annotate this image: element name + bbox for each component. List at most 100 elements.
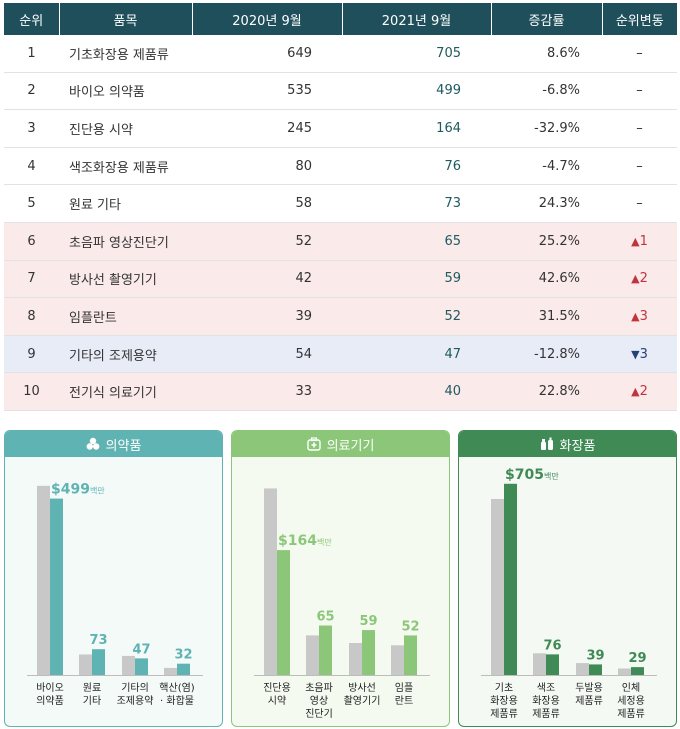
- rank-move-cell: –: [602, 72, 677, 111]
- bar-2020: [164, 667, 177, 675]
- rank-cell: 10: [4, 372, 59, 411]
- pharma-panel-header: 의약품: [5, 431, 222, 457]
- category-label: 진단기: [305, 708, 333, 720]
- rank-move-value: 3: [639, 308, 648, 324]
- bar-2021: [404, 635, 417, 675]
- value-2020-cell: 33: [192, 372, 342, 411]
- rank-cell: 1: [4, 35, 59, 73]
- category-label: 핵산(염): [159, 682, 195, 694]
- header-item: 품목: [59, 3, 193, 35]
- change-cell: -4.7%: [491, 147, 602, 186]
- bar-2020: [37, 485, 50, 675]
- bar-2021: [92, 649, 105, 675]
- item-cell: 기타의 조제용약: [59, 335, 192, 374]
- rank-move-value: –: [636, 83, 643, 99]
- bar-2020: [122, 655, 135, 675]
- cosmetics-bottle-icon: [540, 437, 553, 450]
- data-label: 52: [401, 619, 419, 634]
- bar-2021: [631, 667, 644, 675]
- category-label: 세정용: [617, 695, 645, 707]
- item-cell: 바이오 의약품: [59, 72, 192, 111]
- unit-label: 백만: [544, 471, 559, 481]
- category-label: 기타의: [121, 682, 149, 694]
- rank-cell: 8: [4, 297, 59, 336]
- bar-2021: [504, 483, 517, 675]
- header-rank: 순위: [4, 3, 60, 35]
- cosmetics-chart: $705백만기초화장용제품류76색조화장용제품류39두발용제품류29인체세정용제…: [481, 467, 657, 720]
- value-2020-cell: 52: [192, 222, 342, 261]
- rank-cell: 4: [4, 147, 59, 186]
- value-2021-cell: 40: [342, 372, 491, 411]
- unit-label: 백만: [317, 537, 332, 547]
- category-label: 시약: [268, 695, 286, 707]
- rank-move-cell: ▲1: [602, 222, 677, 261]
- rank-move-cell: –: [602, 184, 677, 223]
- triangle-up-icon: ▲: [631, 385, 640, 399]
- category-label: 화장용: [490, 695, 518, 707]
- rank-move-value: –: [636, 158, 643, 174]
- bar-2021: [177, 663, 190, 675]
- table-row: 7 방사선 촬영기기 42 59 42.6% ▲2: [4, 260, 677, 299]
- table-row: 10 전기식 의료기기 33 40 22.8% ▲2: [4, 372, 677, 411]
- change-cell: -32.9%: [491, 109, 602, 148]
- data-label: 65: [316, 610, 334, 625]
- change-cell: 22.8%: [491, 372, 602, 411]
- triangle-down-icon: ▼: [631, 347, 640, 361]
- category-label: 초음파: [305, 682, 333, 694]
- value-2021-cell: 65: [342, 222, 491, 261]
- rank-move-value: 2: [639, 384, 648, 400]
- medical-device-panel: 의료기기 $164백만 진단용 시약 65 초음파 영상 진단기 59 방사선 촬영기기 52 임플 란…: [231, 430, 450, 727]
- data-label: 59: [359, 614, 377, 629]
- value-2020-cell: 245: [192, 109, 342, 148]
- category-label: 제품류: [490, 708, 518, 720]
- change-cell: -6.8%: [491, 72, 602, 111]
- category-label: 색조: [537, 682, 555, 694]
- pharma-panel: 의약품 $499백만 바이오 의약품 73 원료 기타 47 기타의 조제용약 32 핵산(염) · …: [4, 430, 223, 727]
- cosmetics-panel-header: 화장품: [459, 431, 676, 457]
- data-label: $499백만: [51, 482, 105, 498]
- value-2020-cell: 80: [192, 147, 342, 186]
- category-label: 기초: [495, 682, 513, 694]
- category-label: 기타: [83, 695, 101, 707]
- data-label: 47: [132, 642, 150, 657]
- cosmetics-panel: 화장품 $705백만 기초 화장용 제품류 76 색조 화장용 제품류 39 두발용 제품류 29 인체…: [458, 430, 677, 727]
- rank-move-value: –: [636, 45, 643, 61]
- value-2020-cell: 54: [192, 335, 342, 374]
- bar-2020: [79, 654, 92, 675]
- table-row: 3 진단용 시약 245 164 -32.9% –: [4, 109, 677, 148]
- rank-cell: 9: [4, 335, 59, 374]
- data-label: 29: [628, 651, 646, 666]
- item-cell: 초음파 영상진단기: [59, 222, 192, 261]
- bar-2020: [391, 645, 404, 675]
- value-2021-cell: 47: [342, 335, 491, 374]
- category-label: 제품류: [575, 695, 603, 707]
- table-row: 2 바이오 의약품 535 499 -6.8% –: [4, 72, 677, 111]
- table-row: 6 초음파 영상진단기 52 65 25.2% ▲1: [4, 222, 677, 261]
- change-cell: 42.6%: [491, 260, 602, 299]
- category-label: 촬영기기: [344, 695, 381, 707]
- rank-cell: 6: [4, 222, 59, 261]
- category-label: 바이오: [36, 682, 64, 694]
- value-2021-cell: 52: [342, 297, 491, 336]
- category-label: 의약품: [36, 695, 64, 707]
- medical-device-panel-header: 의료기기: [232, 431, 449, 457]
- item-cell: 원료 기타: [59, 184, 192, 223]
- bar-2020: [264, 488, 277, 675]
- table-row: 8 임플란트 39 52 31.5% ▲3: [4, 297, 677, 336]
- category-label: 두발용: [575, 682, 603, 694]
- rank-move-cell: –: [602, 147, 677, 186]
- category-label: 원료: [83, 682, 101, 694]
- table-row: 9 기타의 조제용약 54 47 -12.8% ▼3: [4, 335, 677, 374]
- table-header-row: 순위 품목 2020년 9월 2021년 9월 증감률 순위변동: [4, 3, 677, 35]
- change-cell: -12.8%: [491, 335, 602, 374]
- rank-move-cell: ▲2: [602, 260, 677, 299]
- value-2021-cell: 59: [342, 260, 491, 299]
- bar-2020: [306, 635, 319, 675]
- table-row: 1 기초화장용 제품류 649 705 8.6% –: [4, 35, 677, 73]
- item-cell: 임플란트: [59, 297, 192, 336]
- category-label: 란트: [395, 695, 413, 707]
- triangle-up-icon: ▲: [631, 309, 640, 323]
- bar-2020: [618, 668, 631, 675]
- rank-cell: 7: [4, 260, 59, 299]
